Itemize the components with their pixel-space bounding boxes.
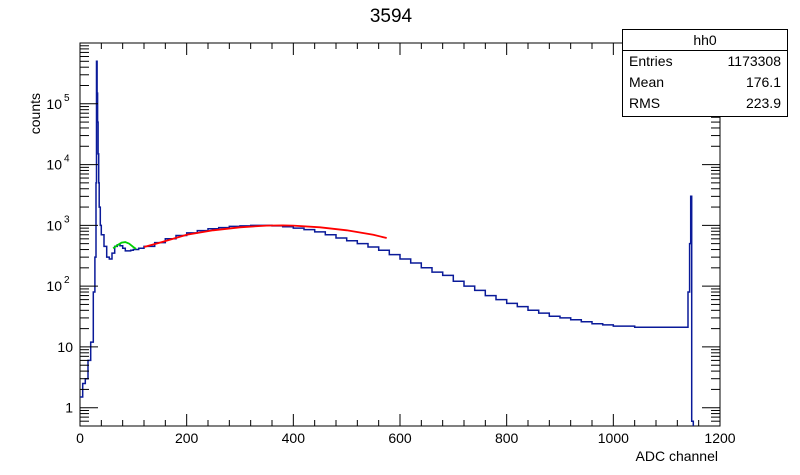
stats-label: RMS <box>629 95 661 111</box>
x-tick-label: 800 <box>495 430 519 446</box>
stats-value: 176.1 <box>745 74 781 90</box>
stats-row-mean: Mean 176.1 <box>623 72 787 93</box>
stats-label: Entries <box>629 53 673 69</box>
fit-curve-green <box>112 241 137 250</box>
stats-box: hh0 Entries 1173308 Mean 176.1 RMS 223.9 <box>622 29 788 117</box>
y-tick-label: 1 <box>65 400 73 416</box>
fit-curves <box>112 224 387 250</box>
stats-row-entries: Entries 1173308 <box>623 51 787 72</box>
x-tick-label: 600 <box>388 430 412 446</box>
x-tick-label: 400 <box>282 430 306 446</box>
stats-row-rms: RMS 223.9 <box>623 93 787 114</box>
y-tick-exponent: 4 <box>64 154 70 165</box>
y-tick-exponent: 5 <box>64 93 70 104</box>
x-tick-label: 1000 <box>598 430 629 446</box>
x-tick-label: 1200 <box>704 430 735 446</box>
x-axis-label: ADC channel <box>636 448 719 464</box>
y-tick-label: 10 <box>46 157 62 173</box>
y-tick-exponent: 2 <box>64 275 70 286</box>
histogram-line <box>80 60 695 426</box>
y-axis-label: counts <box>27 93 43 134</box>
y-tick-label: 10 <box>57 339 73 355</box>
chart-title: 3594 <box>370 6 413 27</box>
stats-value: 223.9 <box>745 95 781 111</box>
stats-value: 1173308 <box>727 53 781 69</box>
y-tick-label: 10 <box>46 278 62 294</box>
histogram-series <box>80 60 695 426</box>
y-tick-label: 10 <box>46 96 62 112</box>
x-tick-label: 200 <box>175 430 199 446</box>
y-tick-exponent: 3 <box>64 214 70 225</box>
y-tick-label: 10 <box>46 217 62 233</box>
x-tick-label: 0 <box>76 430 84 446</box>
stats-box-name: hh0 <box>623 30 787 51</box>
fit-curve-red <box>143 224 387 248</box>
stats-label: Mean <box>629 74 665 90</box>
